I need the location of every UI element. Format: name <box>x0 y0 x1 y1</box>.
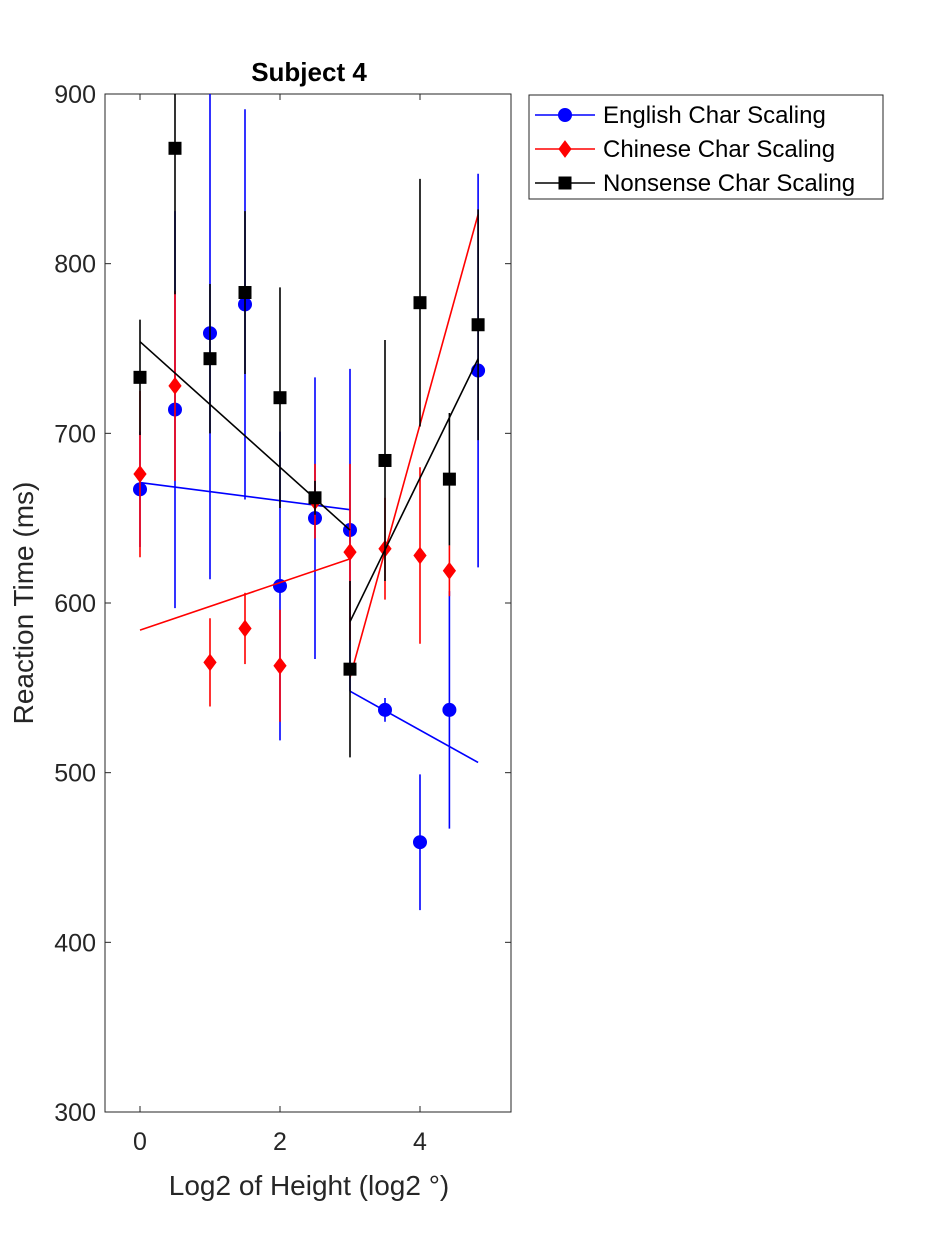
data-point <box>413 835 427 850</box>
data-point <box>308 491 322 505</box>
x-tick-label: 2 <box>273 1128 287 1156</box>
data-point <box>343 543 357 561</box>
series-layer <box>133 94 486 911</box>
legend-entry: English Char Scaling <box>535 102 826 129</box>
data-point <box>413 546 427 565</box>
data-point <box>203 653 217 672</box>
data-point <box>238 286 252 300</box>
legend-marker <box>558 108 572 122</box>
legend-entry: Chinese Char Scaling <box>535 136 835 163</box>
data-point <box>168 141 182 155</box>
data-point <box>471 318 485 332</box>
plot-area <box>104 93 512 1113</box>
y-tick-label: 800 <box>54 251 96 279</box>
data-point <box>442 472 456 486</box>
data-point <box>273 579 287 594</box>
fit-line <box>349 214 479 678</box>
data-point <box>133 465 147 483</box>
data-point <box>442 561 457 580</box>
y-tick-label: 900 <box>54 81 96 109</box>
data-point <box>168 376 182 395</box>
chart-title: Subject 4 <box>251 57 367 87</box>
y-tick-label: 600 <box>54 590 96 618</box>
legend-marker <box>558 140 572 158</box>
ticks-layer: 0 2 4 300 400 500 600 700 800 900 <box>54 81 511 1156</box>
legend-entry: Nonsense Char Scaling <box>535 170 855 197</box>
y-tick-label: 700 <box>54 420 96 448</box>
data-point <box>273 391 287 405</box>
fit-line <box>349 358 479 623</box>
data-point <box>413 296 427 310</box>
data-point <box>273 656 287 675</box>
y-tick-label: 500 <box>54 760 96 788</box>
x-tick-label: 0 <box>133 1128 147 1156</box>
y-axis-label: Reaction Time (ms) <box>8 482 39 725</box>
data-point <box>442 702 457 717</box>
fit-line <box>139 558 351 631</box>
data-point <box>343 662 357 676</box>
data-point <box>133 370 147 384</box>
y-tick-label: 400 <box>54 929 96 957</box>
legend-label: English Char Scaling <box>603 102 826 129</box>
fit-line <box>349 690 479 764</box>
legend-label: Nonsense Char Scaling <box>603 170 855 197</box>
legend-marker <box>558 176 572 190</box>
y-tick-label: 300 <box>54 1099 96 1127</box>
data-point <box>378 702 392 717</box>
axes <box>104 93 512 1113</box>
legend: English Char Scaling Chinese Char Scaling… <box>528 94 884 200</box>
series-2 <box>133 94 485 758</box>
data-point <box>378 453 392 467</box>
x-axis-label: Log2 of Height (log2 °) <box>169 1170 449 1201</box>
legend-box <box>528 94 884 200</box>
data-point <box>238 619 252 638</box>
data-point <box>203 352 217 366</box>
legend-label: Chinese Char Scaling <box>603 136 835 163</box>
x-tick-label: 4 <box>413 1128 427 1156</box>
